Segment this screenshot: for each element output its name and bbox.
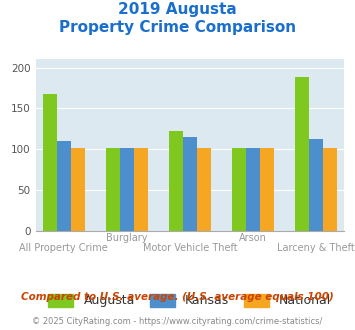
Bar (309, 140, 323, 231)
Bar (57, 141, 71, 231)
Bar (134, 148, 148, 231)
Bar (295, 77, 309, 231)
Text: Arson: Arson (239, 233, 267, 243)
Text: Burglary: Burglary (106, 233, 148, 243)
Text: Motor Vehicle Theft: Motor Vehicle Theft (143, 243, 237, 252)
Bar (246, 148, 260, 231)
Text: Compared to U.S. average. (U.S. average equals 100): Compared to U.S. average. (U.S. average … (21, 292, 334, 302)
Text: All Property Crime: All Property Crime (20, 243, 108, 252)
Bar (232, 148, 246, 231)
Legend: Augusta, Kansas, National: Augusta, Kansas, National (43, 289, 336, 313)
Bar (323, 148, 337, 231)
Bar (106, 148, 120, 231)
Bar (260, 148, 274, 231)
Text: 2019 Augusta: 2019 Augusta (118, 2, 237, 16)
Text: © 2025 CityRating.com - https://www.cityrating.com/crime-statistics/: © 2025 CityRating.com - https://www.city… (32, 317, 323, 326)
Text: Larceny & Theft: Larceny & Theft (277, 243, 355, 252)
Bar (120, 148, 134, 231)
Bar (71, 148, 84, 231)
Bar (169, 131, 183, 231)
Bar (197, 148, 211, 231)
Bar (183, 137, 197, 231)
Bar (43, 94, 57, 231)
Text: Property Crime Comparison: Property Crime Comparison (59, 20, 296, 35)
